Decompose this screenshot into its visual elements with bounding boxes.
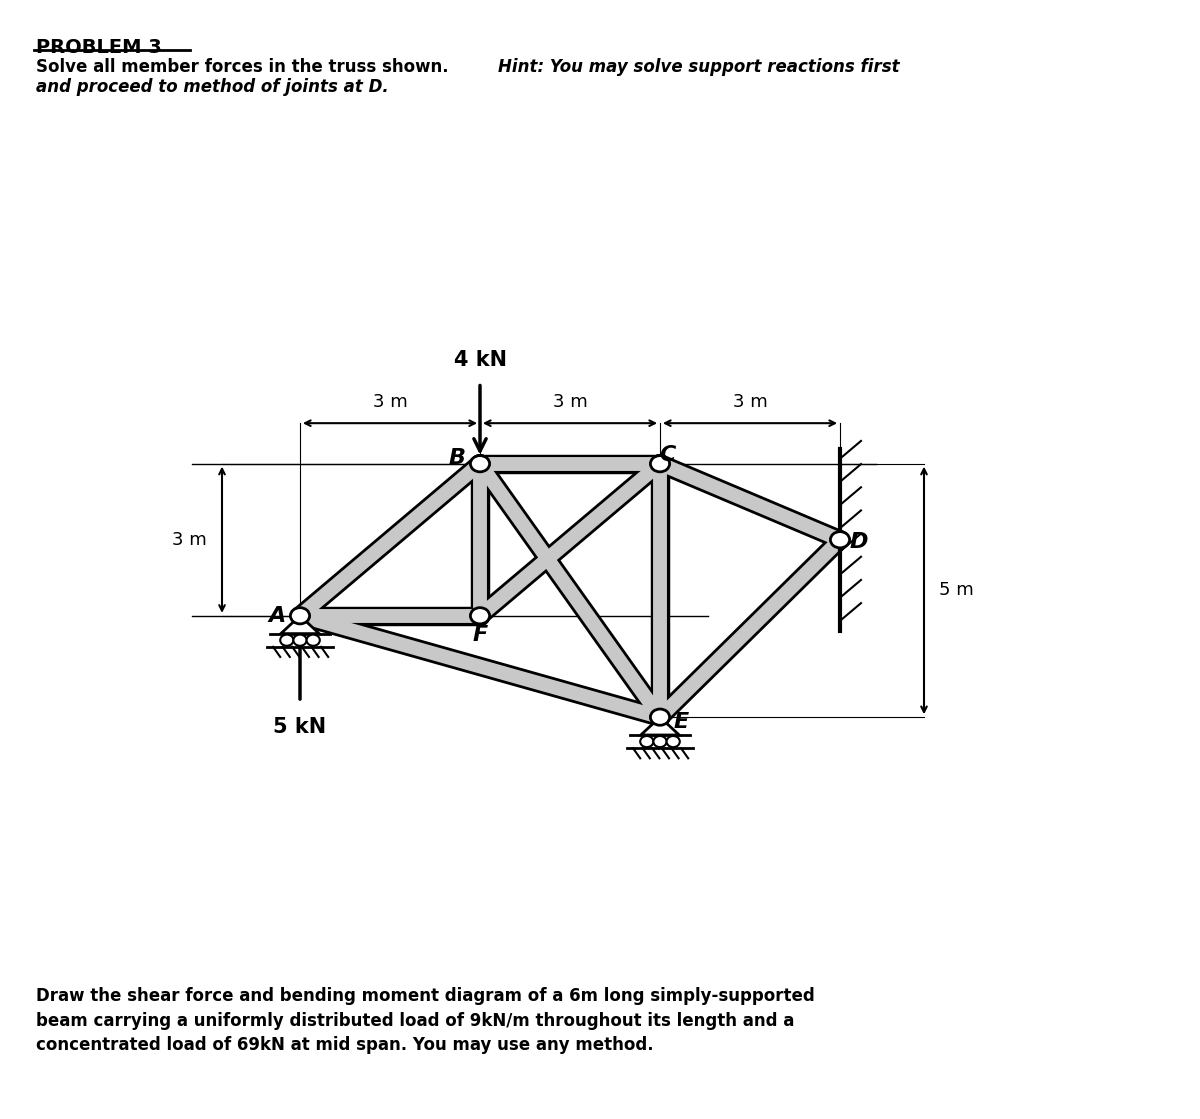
Text: 3 m: 3 m — [173, 530, 208, 548]
Text: Draw the shear force and bending moment diagram of a 6m long simply-supported: Draw the shear force and bending moment … — [36, 987, 815, 1005]
Circle shape — [667, 736, 680, 747]
Circle shape — [281, 634, 294, 646]
Text: 5 m: 5 m — [940, 582, 973, 600]
Polygon shape — [641, 717, 679, 735]
Text: B: B — [449, 448, 466, 468]
Text: A: A — [269, 605, 286, 626]
Text: 3 m: 3 m — [373, 393, 407, 411]
Polygon shape — [281, 615, 319, 633]
Text: beam carrying a uniformly distributed load of 9kN/m throughout its length and a: beam carrying a uniformly distributed lo… — [36, 1012, 794, 1029]
Circle shape — [470, 608, 490, 624]
Circle shape — [641, 736, 654, 747]
Circle shape — [830, 532, 850, 548]
Text: PROBLEM 3: PROBLEM 3 — [36, 38, 162, 57]
Text: and proceed to method of joints at D.: and proceed to method of joints at D. — [36, 78, 389, 96]
Circle shape — [306, 634, 319, 646]
Text: D: D — [850, 533, 869, 553]
Circle shape — [470, 455, 490, 472]
Circle shape — [293, 634, 307, 646]
Text: concentrated load of 69kN at mid span. You may use any method.: concentrated load of 69kN at mid span. Y… — [36, 1036, 654, 1054]
Text: F: F — [473, 626, 487, 645]
Text: Solve all member forces in the truss shown.: Solve all member forces in the truss sho… — [36, 58, 449, 76]
Circle shape — [650, 709, 670, 725]
Circle shape — [290, 608, 310, 624]
Text: C: C — [659, 444, 676, 464]
Text: E: E — [673, 712, 689, 732]
Text: 3 m: 3 m — [733, 393, 767, 411]
Text: Hint: You may solve support reactions first: Hint: You may solve support reactions fi… — [498, 58, 900, 76]
Circle shape — [650, 455, 670, 472]
Text: 4 kN: 4 kN — [454, 350, 506, 370]
Text: 5 kN: 5 kN — [274, 717, 326, 737]
Circle shape — [653, 736, 667, 747]
Text: 3 m: 3 m — [553, 393, 587, 411]
